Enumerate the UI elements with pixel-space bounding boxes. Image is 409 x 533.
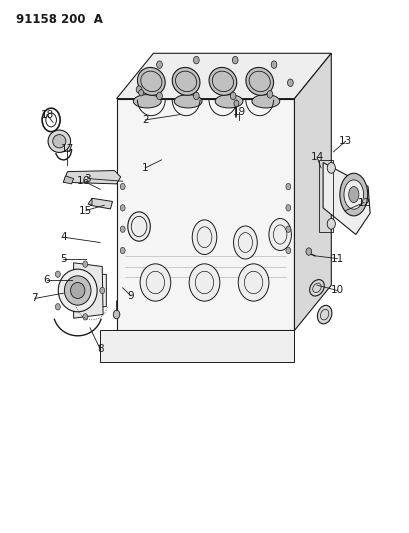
Circle shape (113, 310, 120, 319)
Ellipse shape (317, 305, 332, 324)
Circle shape (136, 86, 142, 93)
Ellipse shape (71, 282, 85, 298)
Polygon shape (78, 272, 106, 309)
Ellipse shape (65, 276, 91, 305)
Text: 12: 12 (357, 198, 371, 207)
Circle shape (100, 287, 105, 294)
Ellipse shape (192, 220, 217, 255)
Polygon shape (117, 53, 331, 99)
Ellipse shape (48, 130, 70, 152)
Ellipse shape (234, 226, 257, 259)
Circle shape (288, 79, 293, 86)
Ellipse shape (340, 173, 368, 216)
Polygon shape (88, 198, 92, 205)
Text: 1: 1 (142, 163, 148, 173)
Ellipse shape (310, 280, 324, 296)
Ellipse shape (215, 95, 243, 108)
Circle shape (286, 183, 291, 190)
Ellipse shape (128, 212, 151, 241)
Ellipse shape (53, 134, 66, 148)
Text: 11: 11 (331, 254, 344, 263)
Ellipse shape (58, 269, 97, 312)
Text: 19: 19 (233, 107, 246, 117)
Polygon shape (74, 263, 103, 318)
Ellipse shape (172, 68, 200, 95)
Circle shape (120, 226, 125, 232)
Ellipse shape (238, 264, 269, 301)
Circle shape (120, 247, 125, 254)
Polygon shape (294, 53, 331, 330)
Text: 15: 15 (79, 206, 92, 215)
Text: 17: 17 (61, 144, 74, 154)
Circle shape (327, 163, 335, 173)
Polygon shape (100, 330, 294, 362)
Ellipse shape (209, 68, 237, 95)
Circle shape (230, 92, 236, 100)
Circle shape (157, 92, 162, 100)
Circle shape (271, 61, 277, 68)
Ellipse shape (174, 95, 202, 108)
Text: 6: 6 (44, 275, 50, 285)
Ellipse shape (246, 68, 274, 95)
Ellipse shape (348, 187, 359, 203)
Circle shape (327, 219, 335, 229)
Text: 10: 10 (331, 286, 344, 295)
Circle shape (120, 183, 125, 190)
Text: 13: 13 (339, 136, 352, 146)
Text: 2: 2 (142, 115, 148, 125)
Polygon shape (63, 176, 74, 184)
Text: 5: 5 (60, 254, 67, 263)
Circle shape (120, 205, 125, 211)
Circle shape (286, 226, 291, 232)
Text: 3: 3 (85, 174, 91, 183)
Text: 18: 18 (40, 110, 54, 119)
Circle shape (232, 56, 238, 64)
Ellipse shape (189, 264, 220, 301)
Ellipse shape (137, 68, 165, 95)
Circle shape (83, 261, 88, 268)
Circle shape (139, 90, 144, 96)
Circle shape (193, 56, 199, 64)
Text: 91158 200  A: 91158 200 A (16, 13, 103, 26)
Circle shape (157, 61, 162, 68)
Circle shape (286, 205, 291, 211)
Text: 8: 8 (97, 344, 103, 354)
Ellipse shape (344, 180, 364, 209)
Text: 14: 14 (310, 152, 324, 162)
Circle shape (193, 92, 199, 100)
Polygon shape (90, 198, 112, 209)
Text: 7: 7 (31, 294, 38, 303)
Text: 4: 4 (60, 232, 67, 242)
Text: 9: 9 (128, 291, 134, 301)
Polygon shape (63, 171, 121, 184)
Circle shape (234, 100, 239, 107)
Circle shape (55, 271, 60, 277)
Circle shape (306, 248, 312, 255)
Polygon shape (323, 163, 370, 235)
Ellipse shape (252, 95, 280, 108)
Ellipse shape (269, 219, 291, 251)
Text: 16: 16 (77, 176, 90, 186)
Circle shape (286, 247, 291, 254)
Ellipse shape (133, 95, 161, 108)
Circle shape (267, 91, 273, 98)
Ellipse shape (140, 264, 171, 301)
Circle shape (83, 313, 88, 320)
Circle shape (55, 304, 60, 310)
Polygon shape (117, 99, 294, 330)
